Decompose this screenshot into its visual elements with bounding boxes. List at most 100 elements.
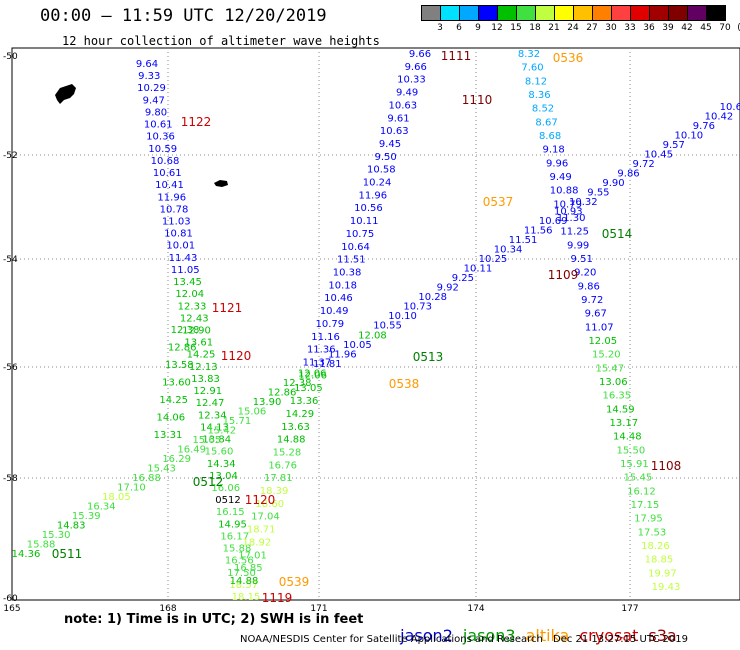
pass-time-label: 1120 <box>245 493 276 507</box>
wave-height-value: 9.92 <box>437 283 459 294</box>
wave-height-value: 15.47 <box>595 363 624 374</box>
wave-height-value: 10.46 <box>324 293 353 304</box>
wave-height-value: 16.06 <box>211 483 240 494</box>
island-shapes <box>55 84 228 187</box>
wave-height-value: 12.33 <box>178 301 207 312</box>
wave-height-value: 14.25 <box>159 395 188 406</box>
colorbar-swatch <box>649 5 669 21</box>
wave-height-value: 9.49 <box>549 172 571 183</box>
colorbar-label: 36 <box>643 23 655 33</box>
legend-cryosat: cryosat <box>579 626 639 645</box>
wave-height-value: 0512 <box>215 495 240 506</box>
wave-height-value: 10.79 <box>316 319 345 330</box>
wave-height-value: 10.66 <box>720 102 740 113</box>
wave-height-value: 15.43 <box>147 463 176 474</box>
wave-height-value: 13.05 <box>294 383 323 394</box>
map-subtitle: 12 hour collection of altimeter wave hei… <box>62 34 380 48</box>
colorbar-swatch <box>440 5 460 21</box>
wave-height-value: 10.36 <box>146 132 175 143</box>
colorbar-swatch <box>630 5 650 21</box>
wave-height-value: 9.67 <box>585 309 607 320</box>
wave-height-value: 17.95 <box>634 514 663 525</box>
colorbar-label: 12 <box>491 23 503 33</box>
wave-height-value: 9.86 <box>617 169 639 180</box>
wave-height-value: 10.25 <box>479 254 508 265</box>
latitude-label: -50 <box>3 52 18 62</box>
wave-height-value: 8.68 <box>539 131 561 142</box>
latitude-label: -56 <box>3 363 18 373</box>
wave-height-value: 14.59 <box>606 404 635 415</box>
latitude-label: -54 <box>3 255 18 265</box>
wave-height-value: 9.51 <box>571 254 593 265</box>
colorbar-swatch <box>478 5 498 21</box>
wave-height-value: 15.28 <box>273 447 302 458</box>
wave-height-value: 10.73 <box>403 302 432 313</box>
wave-height-value: 14.48 <box>613 432 642 443</box>
wave-height-value: 9.47 <box>143 95 165 106</box>
latitude-label: -52 <box>3 151 18 161</box>
satellite-legend: jason2 jason3 altika cryosat s3a <box>390 607 687 645</box>
wave-height-value: 9.72 <box>632 159 654 170</box>
wave-height-value: 16.85 <box>234 563 263 574</box>
wave-height-value: 10.32 <box>569 197 598 208</box>
wave-height-value: 11.96 <box>358 190 387 201</box>
wave-height-value: 16.34 <box>87 501 116 512</box>
wave-height-value: 10.88 <box>550 186 579 197</box>
wave-height-value: 7.60 <box>521 63 543 74</box>
colorbar-swatch <box>497 5 517 21</box>
colorbar-label: 21 <box>548 23 560 33</box>
pass-time-label: 0536 <box>553 51 584 65</box>
wave-height-value: 13.36 <box>290 396 319 407</box>
wave-height-value: 13.04 <box>209 471 238 482</box>
wave-height-value: 9.61 <box>387 113 409 124</box>
wave-height-value: 18.05 <box>102 492 131 503</box>
pass-time-label: 1109 <box>548 268 579 282</box>
wave-height-value: 11.51 <box>337 255 366 266</box>
wave-height-value: 10.33 <box>397 75 426 86</box>
colorbar-label: 15 <box>510 23 522 33</box>
pass-time-label: 0513 <box>413 350 444 364</box>
colorbar-label: 30 <box>605 23 617 33</box>
wave-height-value: 17.50 <box>227 568 256 579</box>
wave-height-value: 10.59 <box>148 144 177 155</box>
wave-height-value: 18.71 <box>247 525 276 536</box>
wave-height-value: 9.45 <box>379 139 401 150</box>
colorbar-label: 42 <box>681 23 693 33</box>
wave-height-value: 18.92 <box>243 537 272 548</box>
wave-height-value: 11.96 <box>328 349 357 360</box>
wave-height-value: 13.17 <box>610 418 639 429</box>
longitude-label: 174 <box>467 604 484 614</box>
wave-height-value: 15.20 <box>592 350 621 361</box>
colorbar-swatch <box>611 5 631 21</box>
longitude-label: 165 <box>3 604 20 614</box>
pass-time-labels: 1111 0536 1122 1110 0537 0514 1109 1121 1120 0513… <box>52 49 682 605</box>
island-auckland <box>55 84 76 104</box>
wave-height-value: 10.28 <box>418 292 447 303</box>
wave-height-value: 19.43 <box>652 582 681 593</box>
wave-height-value: 15.45 <box>624 473 653 484</box>
wave-height-value: 11.03 <box>162 216 191 227</box>
wave-height-value: 10.49 <box>320 306 349 317</box>
legend-jason3: jason3 <box>462 626 516 645</box>
wave-height-value: 11.51 <box>509 235 538 246</box>
wave-height-value: 13.06 <box>599 377 628 388</box>
pass-time-label: 0538 <box>389 377 420 391</box>
wave-height-value: 17.81 <box>264 473 293 484</box>
wave-height-value: 9.49 <box>396 88 418 99</box>
longitude-label: 171 <box>310 604 327 614</box>
wave-height-value: 15.88 <box>27 539 56 550</box>
wave-height-value: 9.80 <box>145 107 167 118</box>
graticule <box>12 48 740 600</box>
wave-height-value: 12.86 <box>168 343 197 354</box>
wave-height-value: 13.61 <box>184 338 213 349</box>
wave-height-value: 10.42 <box>705 112 734 123</box>
wave-height-value: 17.10 <box>117 482 146 493</box>
wave-height-value: 14.36 <box>12 549 41 560</box>
wave-height-value: 12.05 <box>588 336 617 347</box>
wave-height-value: 9.64 <box>136 59 158 70</box>
wave-height-value: 9.33 <box>138 71 160 82</box>
pass-time-label: 0514 <box>602 227 633 241</box>
wave-height-value: 11.16 <box>311 332 340 343</box>
colorbar-label: 70 <box>719 23 731 33</box>
wave-height-value: 13.58 <box>165 360 194 371</box>
